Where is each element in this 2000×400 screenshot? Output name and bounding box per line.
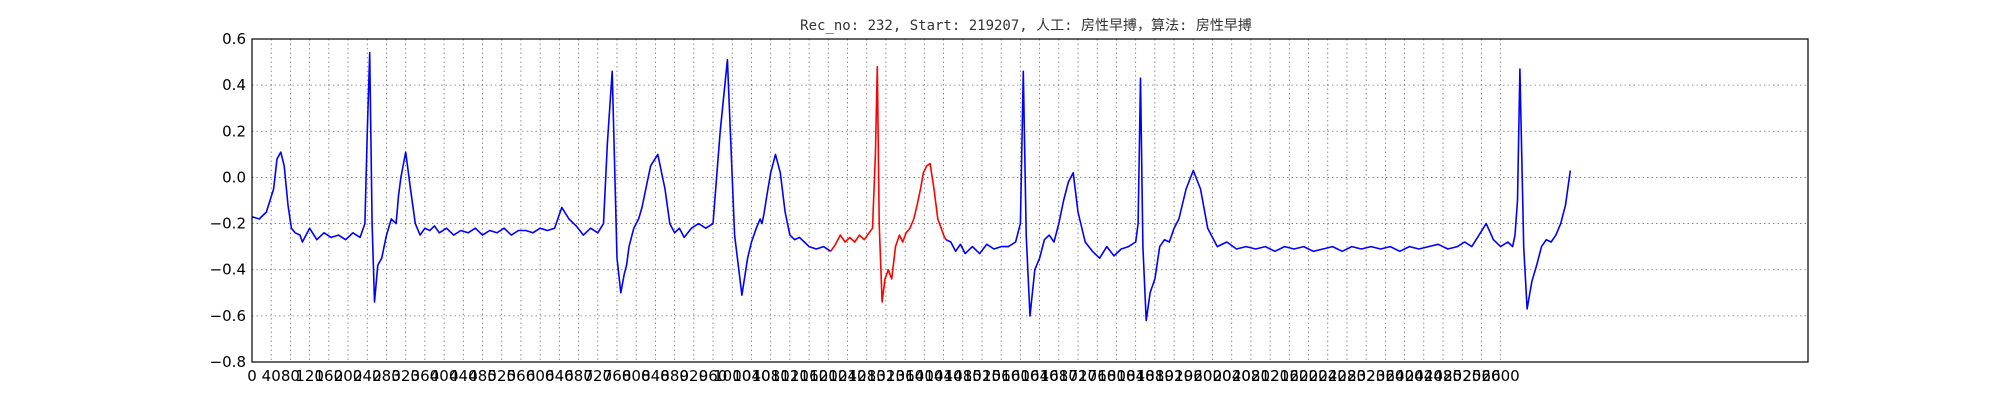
x-tick-label: 0 xyxy=(247,367,257,385)
x-tick-label: 2200 xyxy=(1289,367,1327,385)
x-tick-label: 1640 xyxy=(1021,367,1059,385)
series-line-1 xyxy=(830,65,947,303)
x-tick-label: 520 xyxy=(487,367,516,385)
x-tick-label: 920 xyxy=(680,367,709,385)
x-tick-label: 400 xyxy=(430,367,459,385)
x-tick-label: 1600 xyxy=(1001,367,1039,385)
x-tick-label: 1480 xyxy=(944,367,982,385)
x-tick-label: 760 xyxy=(603,367,632,385)
x-tick-label: 1880 xyxy=(1136,367,1174,385)
x-tick-label: 1840 xyxy=(1117,367,1155,385)
x-tick-label: 2360 xyxy=(1366,367,1404,385)
x-tick-label: 2520 xyxy=(1443,367,1481,385)
x-tick-label: 440 xyxy=(449,367,478,385)
x-tick-label: 2320 xyxy=(1347,367,1385,385)
y-tick-label: 0.2 xyxy=(222,122,246,140)
x-tick-label: 1960 xyxy=(1174,367,1212,385)
x-tick-label: 240 xyxy=(353,367,382,385)
x-tick-label: 320 xyxy=(391,367,420,385)
x-tick-label: 1560 xyxy=(982,367,1020,385)
x-tick-label: 200 xyxy=(334,367,363,385)
x-tick-label: 2480 xyxy=(1424,367,1462,385)
x-tick-label: 1320 xyxy=(867,367,905,385)
x-tick-label: 2040 xyxy=(1213,367,1251,385)
x-tick-label: 1760 xyxy=(1078,367,1116,385)
chart-title: Rec_no: 232, Start: 219207, 人工: 房性早搏，算法:… xyxy=(800,17,1252,34)
x-tick-label: 1400 xyxy=(905,367,943,385)
x-tick-label: 560 xyxy=(507,367,536,385)
x-tick-label: 360 xyxy=(411,367,440,385)
x-tick-label: 640 xyxy=(545,367,574,385)
y-tick-label: −0.8 xyxy=(210,353,246,371)
x-tick-label: 1800 xyxy=(1097,367,1135,385)
y-tick-label: 0.4 xyxy=(222,76,246,94)
x-tick-label: 160 xyxy=(315,367,344,385)
x-tick-label: 600 xyxy=(526,367,555,385)
x-tick-label: 960 xyxy=(699,367,728,385)
plot-frame xyxy=(251,38,1809,363)
x-tick-label: 1200 xyxy=(809,367,847,385)
x-tick-label: 2160 xyxy=(1270,367,1308,385)
x-tick-label: 480 xyxy=(468,367,497,385)
series-lines xyxy=(251,51,1572,322)
y-tick-label: −0.4 xyxy=(210,261,246,279)
x-tick-label: 2560 xyxy=(1462,367,1500,385)
x-tick-label: 1360 xyxy=(886,367,924,385)
x-tick-label: 2240 xyxy=(1309,367,1347,385)
x-tick-label: 1080 xyxy=(752,367,790,385)
x-tick-label: 80 xyxy=(281,367,300,385)
x-tick-label: 1520 xyxy=(963,367,1001,385)
y-tick-label: 0.0 xyxy=(222,168,246,186)
x-tick-label: 2600 xyxy=(1482,367,1520,385)
series-line-0 xyxy=(251,51,832,303)
x-tick-label: 840 xyxy=(641,367,670,385)
y-tick-label: −0.6 xyxy=(210,307,246,325)
x-tick-label: 1720 xyxy=(1059,367,1097,385)
x-tick-label: 800 xyxy=(622,367,651,385)
x-tick-label: 2280 xyxy=(1328,367,1366,385)
x-tick-label: 1000 xyxy=(713,367,751,385)
x-tick-label: 880 xyxy=(660,367,689,385)
x-tick-label: 2120 xyxy=(1251,367,1289,385)
x-tick-label: 40 xyxy=(262,367,281,385)
x-tick-label: 2400 xyxy=(1385,367,1423,385)
y-axis-ticks: 0.6 0.4 0.2 0.0 −0.2 −0.4 −0.6 −0.8 xyxy=(210,30,246,371)
x-tick-label: 2080 xyxy=(1232,367,1270,385)
x-tick-label: 1280 xyxy=(848,367,886,385)
x-tick-label: 1920 xyxy=(1155,367,1193,385)
x-tick-label: 1120 xyxy=(771,367,809,385)
x-tick-label: 1680 xyxy=(1040,367,1078,385)
y-tick-label: 0.6 xyxy=(222,30,246,48)
x-tick-label: 720 xyxy=(583,367,612,385)
x-tick-label: 1240 xyxy=(828,367,866,385)
x-tick-label: 1040 xyxy=(732,367,770,385)
x-tick-label: 280 xyxy=(372,367,401,385)
x-tick-label: 2000 xyxy=(1193,367,1231,385)
x-tick-label: 120 xyxy=(295,367,324,385)
x-axis-ticks: 0 40 8012016020024028032036040044048052056… xyxy=(247,367,1520,385)
x-tick-label: 680 xyxy=(564,367,593,385)
series-line-2 xyxy=(945,68,1572,322)
x-tick-label: 1160 xyxy=(790,367,828,385)
x-tick-label: 2440 xyxy=(1405,367,1443,385)
y-tick-label: −0.2 xyxy=(210,215,246,233)
x-tick-label: 1440 xyxy=(924,367,962,385)
